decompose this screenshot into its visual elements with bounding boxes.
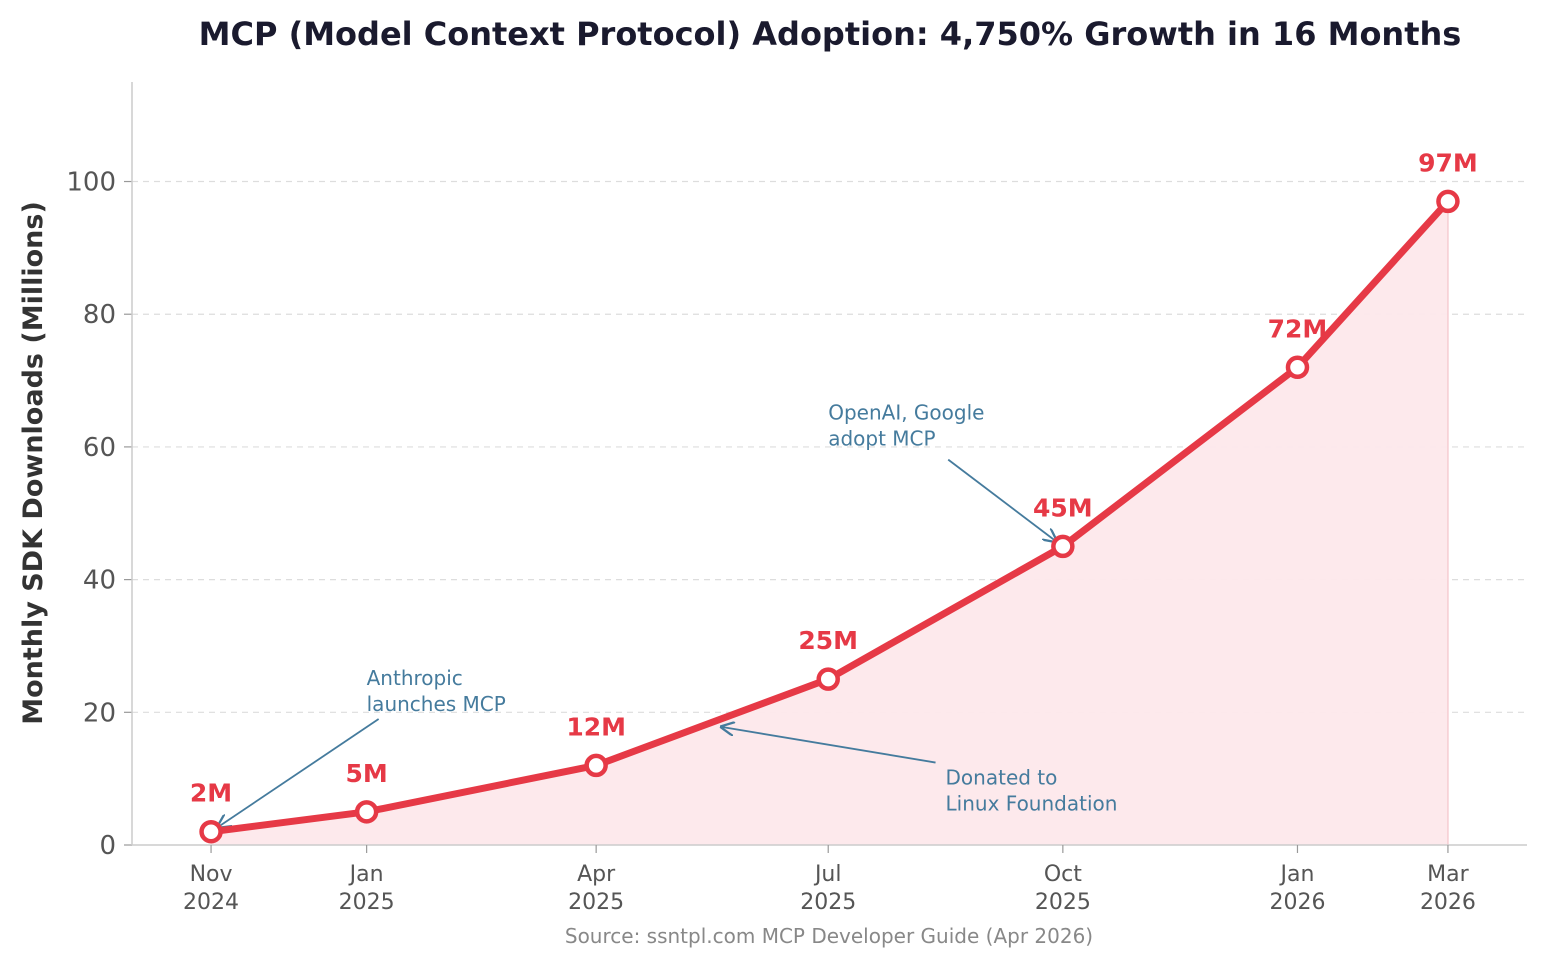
y-axis-label: Monthly SDK Downloads (Millions) — [18, 201, 49, 725]
annotation-text: Donated to — [946, 766, 1058, 790]
annotation-text: OpenAI, Google — [828, 401, 984, 425]
y-tick-label: 0 — [99, 831, 116, 861]
x-tick-label-month: Jan — [348, 862, 384, 887]
x-tick-label-year: 2024 — [183, 890, 239, 915]
x-tick-label-year: 2025 — [1035, 890, 1091, 915]
tick-labels: 0 20 40 60 80 100 Nov 2024 Jan 2025 Apr 2025 Jul 2025… — [66, 168, 1476, 915]
data-label: 2M — [190, 779, 232, 808]
y-tick-label: 100 — [66, 168, 116, 198]
annotation-arrow — [218, 718, 380, 827]
annotation-text: adopt MCP — [828, 427, 935, 451]
x-tick-label-year: 2026 — [1269, 890, 1325, 915]
chart-title: MCP (Model Context Protocol) Adoption: 4… — [199, 15, 1462, 53]
area-fill-shape — [211, 201, 1448, 845]
x-tick-label-month: Mar — [1427, 862, 1469, 887]
y-tick-label: 80 — [83, 300, 116, 330]
data-label: 5M — [345, 759, 387, 788]
annotation-text: launches MCP — [367, 692, 506, 716]
data-label: 12M — [566, 712, 626, 741]
data-label: 72M — [1268, 314, 1328, 343]
x-tick-label-month: Apr — [577, 862, 616, 887]
annotation-arrow — [721, 727, 936, 764]
y-tick-label: 20 — [83, 698, 116, 728]
y-tick-label: 40 — [83, 566, 116, 596]
annotation-arrow — [947, 458, 1056, 542]
axes — [124, 82, 1527, 853]
data-point — [1285, 355, 1310, 380]
x-tick-label-year: 2025 — [568, 890, 624, 915]
y-tick-label: 60 — [83, 433, 116, 463]
x-tick-label-year: 2025 — [800, 890, 856, 915]
x-tick-label-year: 2025 — [339, 890, 395, 915]
annotation-text: Linux Foundation — [946, 792, 1118, 816]
x-tick-label-month: Jan — [1279, 862, 1315, 887]
data-point — [1436, 189, 1460, 214]
x-tick-label-month: Oct — [1044, 862, 1082, 887]
data-label: 25M — [798, 626, 858, 655]
x-tick-label-year: 2026 — [1420, 890, 1476, 915]
data-labels: 2M 5M 12M 25M 45M 72M 97M — [190, 148, 1478, 807]
data-point — [816, 667, 840, 691]
x-tick-label-month: Jul — [813, 862, 842, 887]
data-point — [1051, 534, 1075, 559]
annotation-text: Anthropic — [367, 666, 463, 690]
data-points — [199, 189, 1460, 844]
area-fill — [211, 201, 1449, 845]
data-point — [584, 753, 608, 778]
data-label: 97M — [1418, 148, 1478, 177]
data-label: 45M — [1033, 493, 1093, 522]
source-note: Source: ssntpl.com MCP Developer Guide (… — [565, 924, 1093, 948]
data-point — [354, 800, 379, 824]
data-point — [199, 819, 223, 844]
x-tick-label-month: Nov — [190, 862, 233, 887]
